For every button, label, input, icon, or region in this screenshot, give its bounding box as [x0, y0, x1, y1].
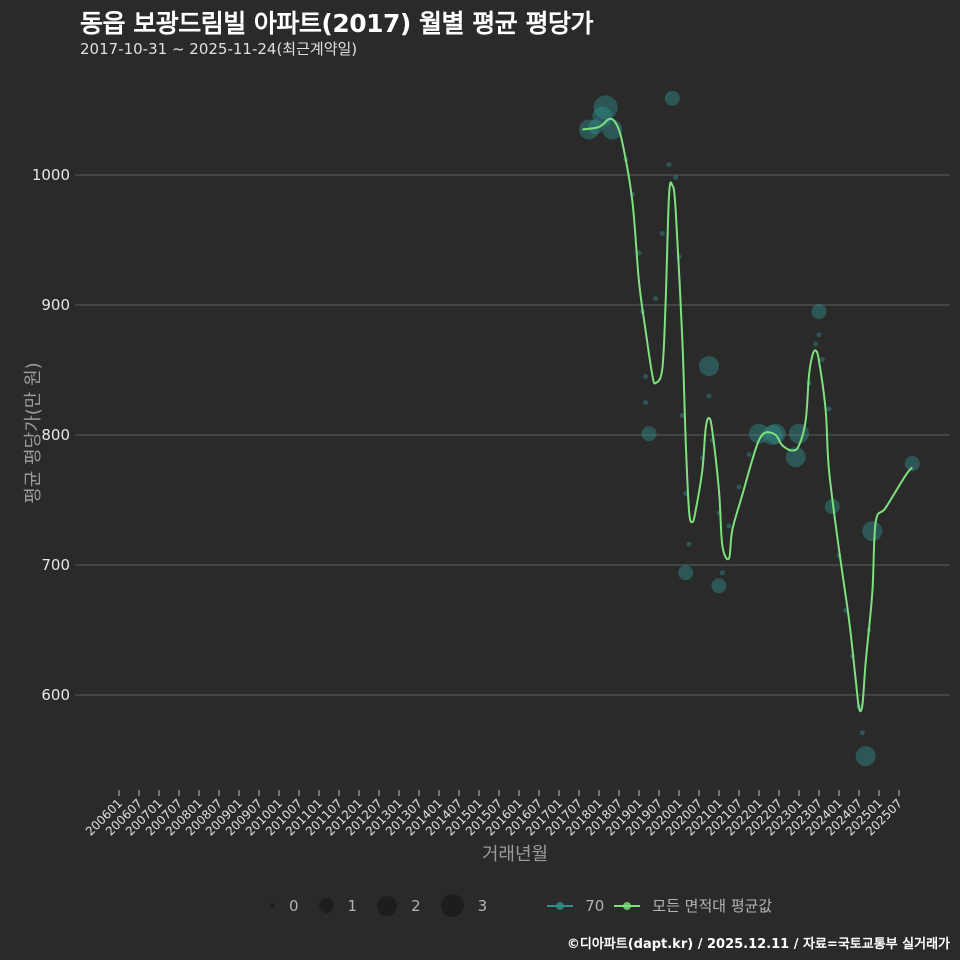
data-bubble	[664, 90, 680, 106]
data-bubble	[641, 426, 657, 442]
data-bubble	[592, 106, 613, 127]
data-bubble	[673, 175, 679, 181]
series-legend-label: 모든 면적대 평균값	[652, 897, 773, 915]
chart-title: 동읍 보광드림빌 아파트(2017) 월별 평균 평당가	[80, 9, 593, 38]
data-bubble	[862, 521, 883, 542]
size-legend: 0 1 2 3	[270, 894, 507, 917]
data-bubble	[653, 296, 659, 301]
data-bubble	[746, 452, 752, 457]
series-legend-item: 모든 면적대 평균값	[614, 895, 772, 916]
size-legend-item: 3	[440, 894, 498, 917]
data-bubble	[666, 162, 672, 168]
data-bubble	[904, 456, 920, 472]
size-legend-label: 0	[289, 896, 299, 915]
data-bubble	[813, 341, 819, 347]
data-bubble	[749, 423, 769, 444]
data-bubble	[706, 393, 712, 399]
data-bubble	[859, 730, 865, 736]
line-marker-icon	[547, 901, 574, 910]
y-tick-label: 800	[41, 426, 70, 444]
data-bubble	[711, 578, 727, 594]
size-legend-item: 2	[377, 895, 431, 916]
size-circle-icon	[270, 903, 275, 908]
y-tick-label: 600	[41, 686, 70, 704]
chart-subtitle: 2017-10-31 ~ 2025-11-24(최근계약일)	[80, 40, 358, 58]
size-legend-label: 1	[347, 896, 358, 915]
data-bubble	[726, 523, 732, 529]
y-tick-label: 1000	[32, 166, 70, 184]
credit-footer: ©디아파트(dapt.kr) / 2025.12.11 / 자료=국토교통부 실…	[566, 937, 950, 952]
size-legend-label: 3	[477, 896, 488, 915]
series-legend-label: 70	[585, 896, 605, 915]
legend: 0 1 2 3 70 모든 면적대 평균값	[270, 894, 782, 917]
average-price-line	[582, 117, 914, 713]
data-bubble	[643, 374, 649, 379]
series-legend-item: 70	[547, 897, 604, 915]
data-bubble	[811, 304, 827, 319]
y-tick-label: 900	[41, 296, 70, 314]
size-legend-item: 0	[270, 897, 309, 915]
series-legend: 70 모든 면적대 평균값	[547, 895, 782, 916]
data-bubble	[699, 356, 719, 377]
data-bubble	[855, 746, 876, 767]
data-bubble	[659, 231, 665, 236]
data-bubble	[643, 400, 649, 405]
size-circle-icon	[318, 898, 334, 913]
data-bubble	[765, 423, 786, 444]
y-tick-label: 700	[41, 556, 70, 574]
data-bubble	[678, 565, 694, 581]
size-legend-item: 1	[318, 896, 368, 915]
x-axis-label: 거래년월	[481, 844, 549, 865]
data-bubble	[789, 423, 809, 444]
data-bubble	[826, 406, 832, 412]
data-bubble	[593, 95, 618, 120]
data-bubble	[679, 413, 685, 418]
y-axis-label: 평균 평당가(만 원)	[23, 362, 44, 504]
data-bubble	[762, 425, 783, 445]
data-bubble	[816, 332, 822, 338]
data-bubble	[686, 541, 692, 547]
data-bubble	[785, 447, 806, 468]
line-marker-icon	[614, 901, 641, 910]
size-legend-label: 2	[411, 896, 421, 915]
data-bubble	[719, 570, 725, 576]
data-bubble	[819, 357, 825, 363]
size-circle-icon	[440, 894, 464, 917]
data-bubble	[736, 484, 742, 490]
size-circle-icon	[377, 895, 398, 916]
